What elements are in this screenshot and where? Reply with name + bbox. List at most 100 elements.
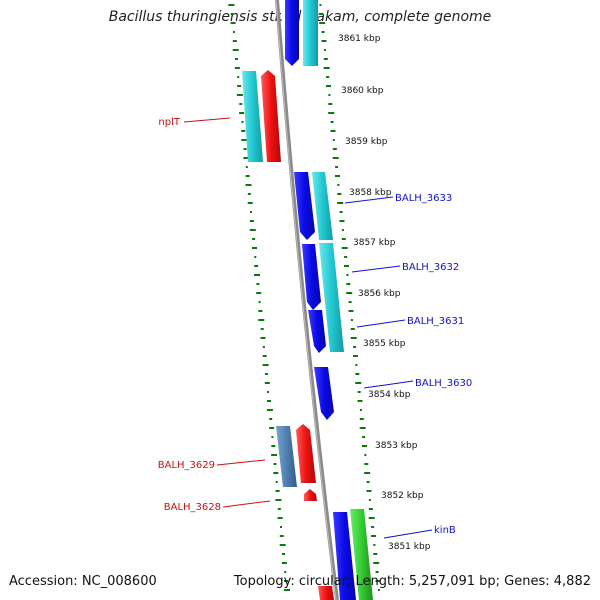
gc-skew-dot [271,454,278,456]
gc-skew-dot [279,544,286,546]
gc-skew-dot [335,175,340,177]
gc-skew-dot [364,472,371,474]
gc-skew-dot [332,148,337,150]
gc-skew-dot [245,175,250,177]
leader-line [351,265,401,273]
trna-feature[interactable] [318,586,334,600]
gene-label-BALH_3630[interactable]: BALH_3630 [415,378,472,389]
gene-label-BALH_3633[interactable]: BALH_3633 [395,193,452,204]
gc-skew-dot [275,490,280,492]
gc-skew-dot [258,319,265,321]
cds-reverse[interactable] [319,243,344,352]
gc-skew-dot [279,535,284,537]
gc-skew-dot [339,220,345,222]
gc-skew-dot [235,58,238,60]
gc-skew-dot [339,211,343,213]
gc-skew-dot [355,373,360,375]
gc-skew-dot [250,211,252,213]
tick-label: 3852 kbp [381,491,424,501]
genome-stats-text: Topology: circular; Length: 5,257,091 bp… [233,574,591,589]
gc-skew-dot [346,283,351,285]
gc-skew-dot [335,166,339,168]
gc-skew-dot [337,184,340,186]
gc-skew-dot [228,4,235,6]
gc-skew-dot [254,265,259,267]
tick-label: 3854 kbp [368,390,411,400]
gene-label-BALH_3629[interactable]: BALH_3629 [158,460,215,471]
kbp-ticks: 3861 kbp 3860 kbp 3859 kbp 3858 kbp 3857… [338,34,431,552]
cds-reverse[interactable] [242,71,263,162]
gene-label-nplT[interactable]: nplT [158,117,180,128]
gc-skew-dot [277,517,283,519]
gc-skew-dot [267,391,270,393]
gc-skew-dot [243,157,249,159]
gc-skew-dot [364,463,369,465]
gc-skew-dot [328,112,335,114]
gc-skew-dot [284,571,287,573]
gc-skew-dot [357,391,361,393]
tick-label: 3861 kbp [338,34,381,44]
tick-label: 3859 kbp [345,137,388,147]
gc-skew-dot [362,436,366,438]
cds-steel[interactable] [276,426,297,487]
cds-forward[interactable] [314,367,334,420]
gc-skew-dot [344,256,348,258]
cds-forward[interactable] [308,310,326,353]
gene-label-kinB[interactable]: kinB [434,525,456,536]
cds-reverse[interactable] [312,172,333,240]
gc-skew-dot [323,49,326,51]
gc-skew-dot [267,400,271,402]
gc-skew-dot [258,301,261,303]
gene-label-BALH_3628[interactable]: BALH_3628 [164,502,221,513]
cds-forward[interactable] [285,0,299,66]
cds-forward[interactable] [294,172,315,240]
gc-skew-dot [237,76,240,78]
gc-skew-dot [375,571,379,573]
gc-skew-dot [282,553,285,555]
leader-line [363,380,414,389]
trna-feature[interactable] [304,489,317,501]
leader-line [344,196,394,204]
tick-label: 3858 kbp [349,188,392,198]
gc-skew-left-dots [228,4,290,591]
gc-skew-dot [368,517,375,519]
cds-forward[interactable] [333,512,356,600]
gene-labels: nplT BALH_3633 BALH_3632 BALH_3631 BALH_… [158,117,473,536]
gc-skew-dot [355,382,362,384]
gc-skew-dot [245,166,248,168]
gc-skew-dot [319,13,324,15]
gc-skew-dot [252,247,257,249]
gc-skew-dot [243,148,247,150]
cds-green[interactable] [350,509,373,600]
tick-label: 3857 kbp [353,238,396,248]
trna-feature[interactable] [296,424,316,483]
gc-skew-dot [280,526,282,528]
gc-skew-dot [260,337,266,339]
gc-skew-dot [241,139,248,141]
gc-skew-dot [359,409,362,411]
gc-skew-dot [264,373,268,375]
leader-line [216,459,266,466]
gene-label-BALH_3632[interactable]: BALH_3632 [402,262,459,273]
gc-skew-dot [273,472,279,474]
gene-label-BALH_3631[interactable]: BALH_3631 [407,316,464,327]
cds-reverse[interactable] [303,0,318,66]
gc-skew-dot [350,328,355,330]
gc-skew-dot [321,31,325,33]
gc-skew-dot [371,535,376,537]
gc-skew-dot [275,499,282,501]
gc-skew-dot [346,292,353,294]
gc-skew-dot [247,193,251,195]
gc-skew-dot [323,67,330,69]
leader-line [356,319,406,328]
gc-skew-dot [328,94,331,96]
cds-forward[interactable] [302,244,321,310]
gc-skew-dot [326,76,330,78]
gc-skew-dot [271,445,276,447]
trna-feature[interactable] [261,70,281,162]
gc-skew-dot [330,121,334,123]
gc-skew-dot [249,220,254,222]
gc-skew-dot [341,247,348,249]
map-title: Bacillus thuringiensis str. Al Hakam, co… [108,9,492,25]
